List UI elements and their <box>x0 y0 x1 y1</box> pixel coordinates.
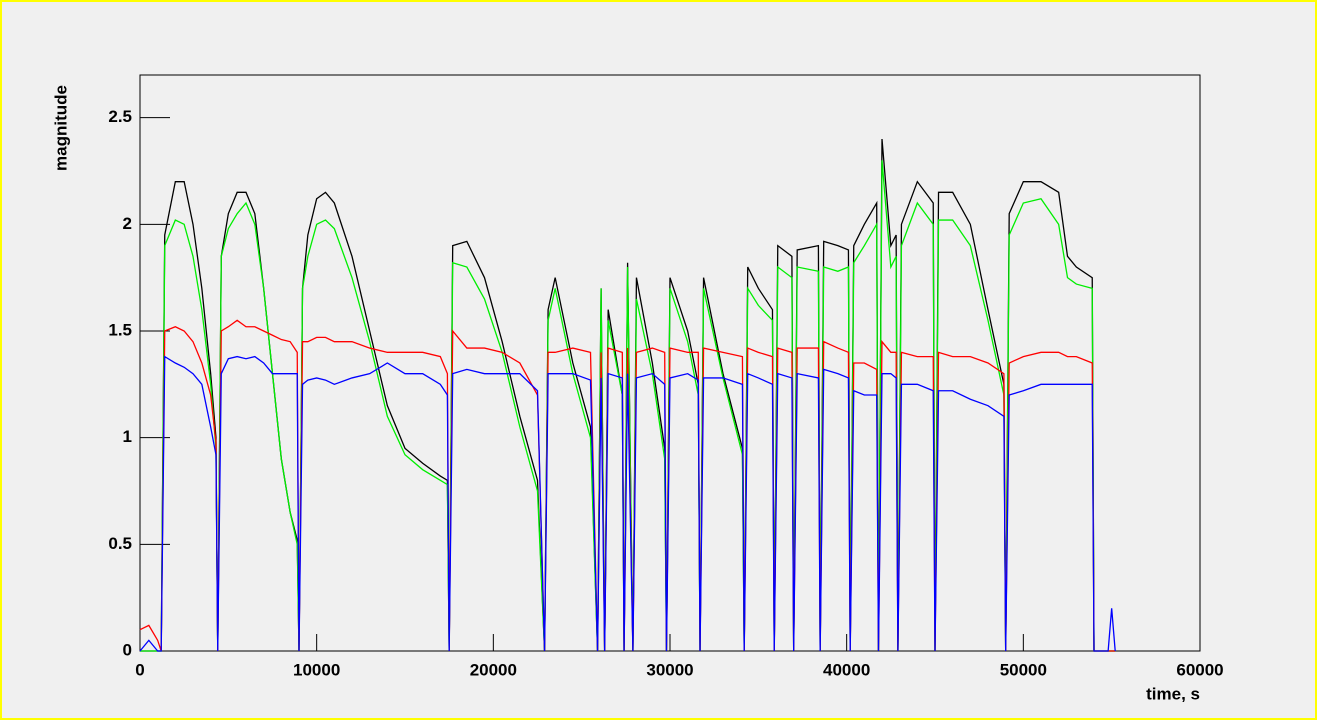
x-tick-label: 30000 <box>646 660 693 679</box>
x-axis-label: time, s <box>1146 684 1200 703</box>
x-tick-label: 40000 <box>823 660 870 679</box>
y-tick-label: 2 <box>123 214 132 233</box>
y-tick-label: 1 <box>123 427 132 446</box>
x-tick-label: 20000 <box>470 660 517 679</box>
x-tick-label: 0 <box>135 660 144 679</box>
x-tick-label: 10000 <box>293 660 340 679</box>
series-line <box>139 355 1116 652</box>
y-axis-label: magnitude <box>51 85 70 171</box>
y-tick-label: 0.5 <box>108 534 132 553</box>
y-tick-label: 0 <box>123 640 132 659</box>
y-tick-label: 2.5 <box>108 107 132 126</box>
y-tick-label: 1.5 <box>108 320 132 339</box>
x-tick-label: 60000 <box>1176 660 1223 679</box>
x-tick-label: 50000 <box>1000 660 1047 679</box>
